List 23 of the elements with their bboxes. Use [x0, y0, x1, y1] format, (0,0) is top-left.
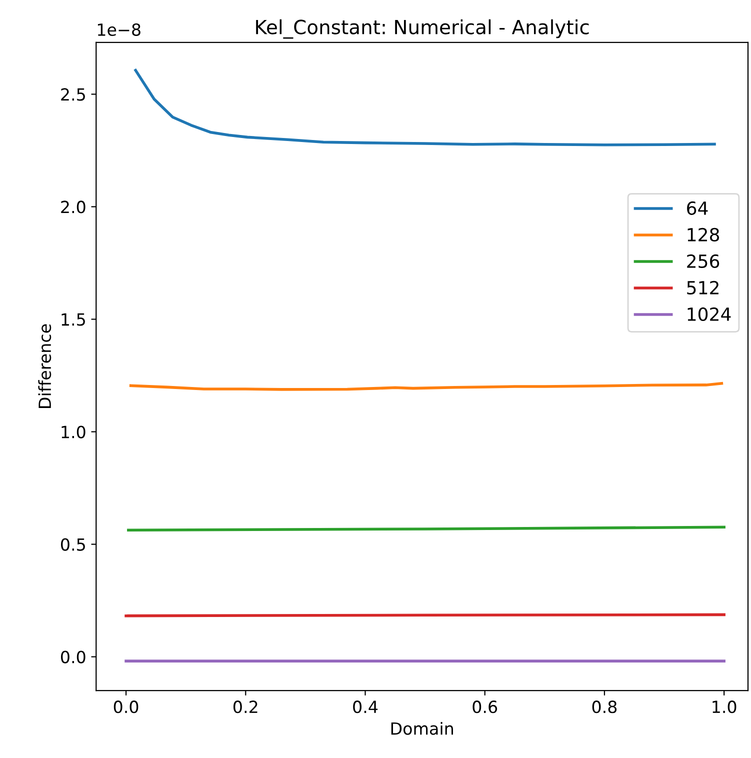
- legend-label: 512: [687, 280, 718, 295]
- text: 1e−8: [98, 23, 140, 36]
- y-tick-label: 0.0: [61, 650, 86, 664]
- legend-label: 128: [688, 228, 720, 242]
- x-tick-label: 0.2: [233, 700, 258, 714]
- x-tick-label: 0.0: [114, 700, 138, 714]
- line-series: [134, 68, 716, 146]
- line-series: [129, 382, 724, 391]
- x-tick-label: 1.0: [712, 700, 736, 714]
- x-tick-label: 0.6: [472, 700, 498, 714]
- legend-label: 64: [687, 201, 708, 216]
- x-tick-label: 0.4: [353, 700, 378, 714]
- y-tick-label: 1.5: [62, 313, 85, 326]
- chart-title: Kel_Constant: Numerical - Analytic: [256, 19, 589, 39]
- y-tick-label: 1.0: [62, 426, 86, 438]
- y-tick-label: 2.0: [61, 200, 86, 214]
- legend-label: 256: [687, 254, 720, 268]
- x-tick-label: 0.8: [592, 700, 617, 714]
- y-tick-label: 2.5: [61, 88, 85, 101]
- x-axis-title: Domain: [391, 722, 453, 735]
- y-tick-label: 0.5: [61, 538, 85, 551]
- legend-label: 1024: [688, 307, 731, 322]
- y-axis-title: Difference: [38, 324, 52, 408]
